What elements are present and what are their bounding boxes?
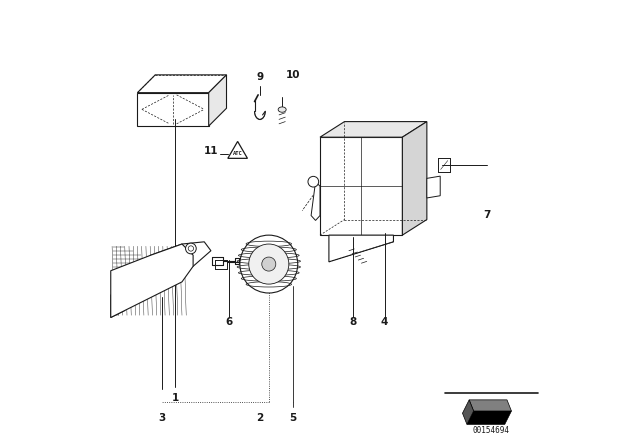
Text: 6: 6 xyxy=(225,317,232,327)
Text: 5: 5 xyxy=(290,413,297,422)
Polygon shape xyxy=(320,121,427,137)
Circle shape xyxy=(308,177,319,187)
Text: 3: 3 xyxy=(158,413,166,422)
Ellipse shape xyxy=(278,107,286,112)
Polygon shape xyxy=(403,121,427,235)
Text: 10: 10 xyxy=(286,70,301,80)
Text: 1: 1 xyxy=(172,392,179,403)
Polygon shape xyxy=(467,411,511,424)
Polygon shape xyxy=(320,137,403,235)
Circle shape xyxy=(262,257,276,271)
Polygon shape xyxy=(427,176,440,198)
Text: 7: 7 xyxy=(483,210,491,220)
Text: 4: 4 xyxy=(381,317,388,327)
Polygon shape xyxy=(329,235,394,262)
Polygon shape xyxy=(463,400,474,424)
Text: 11: 11 xyxy=(204,146,218,155)
Polygon shape xyxy=(311,182,320,220)
Polygon shape xyxy=(138,75,227,93)
Polygon shape xyxy=(209,75,227,126)
Text: 00154694: 00154694 xyxy=(473,426,510,435)
Text: ATC: ATC xyxy=(233,151,243,156)
Text: 8: 8 xyxy=(350,317,357,327)
Polygon shape xyxy=(469,400,511,411)
Circle shape xyxy=(186,243,196,254)
Polygon shape xyxy=(111,244,193,318)
Ellipse shape xyxy=(240,235,298,293)
Text: 9: 9 xyxy=(257,72,264,82)
Polygon shape xyxy=(111,242,211,318)
Polygon shape xyxy=(138,93,209,126)
Circle shape xyxy=(249,244,289,284)
Text: 2: 2 xyxy=(256,413,264,422)
